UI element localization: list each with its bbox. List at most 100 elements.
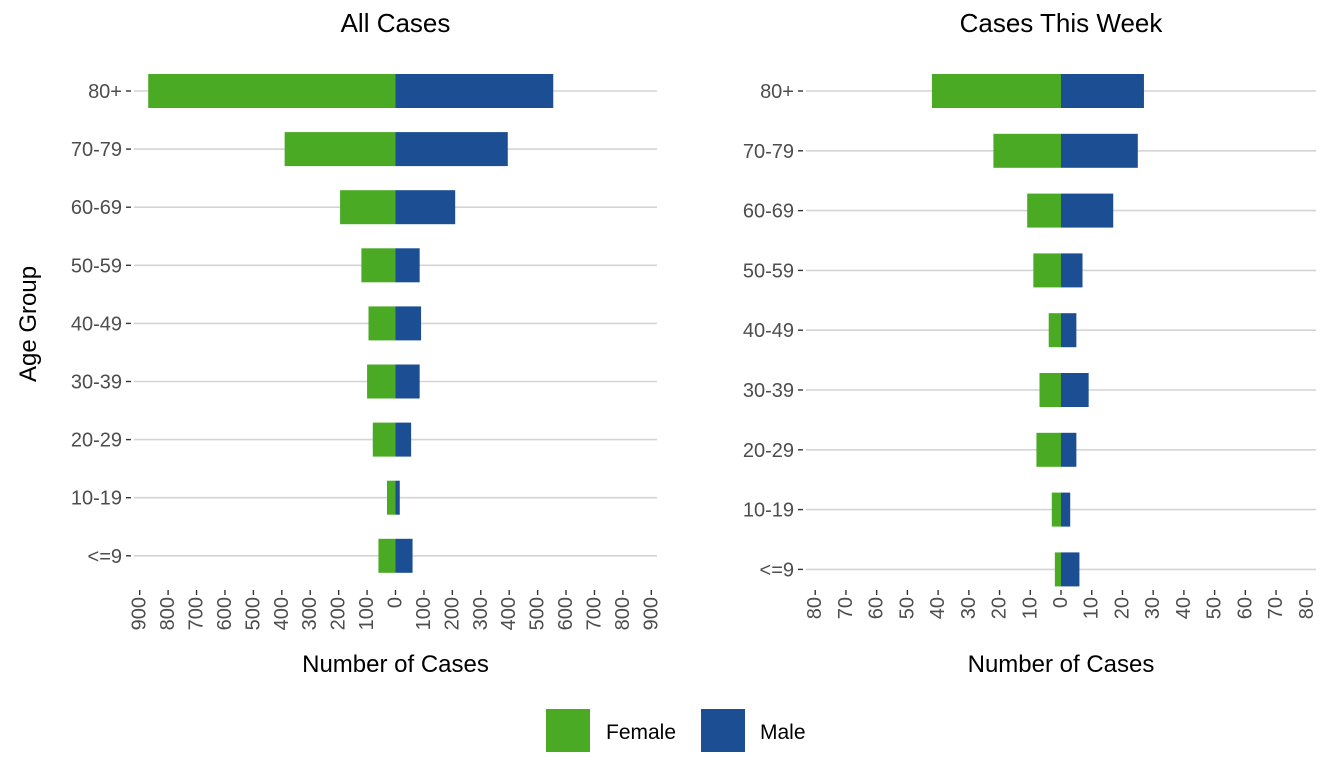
- bar-male-60-69: [395, 190, 456, 225]
- chart-panels: All Cases 80+ 70-79 60-69 50-59 40-49 30-39 20-…: [71, 8, 1318, 678]
- x-tick-label: 100: [413, 597, 435, 630]
- x-tick-label: 30: [958, 597, 980, 619]
- x-tick-label: 10: [1019, 597, 1041, 619]
- age-label-80plus: 80+: [760, 81, 794, 103]
- legend: Female Male: [546, 709, 806, 752]
- legend-swatch-male: [701, 709, 745, 752]
- x-axis-title: Number of Cases: [968, 651, 1155, 678]
- x-tick-label: 80: [804, 597, 826, 619]
- bar-female-le9: [378, 538, 396, 573]
- age-label-70-79: 70-79: [71, 139, 122, 161]
- x-tick-label: 700: [583, 597, 605, 630]
- x-tick-label: 800: [157, 597, 179, 630]
- bar-male-20-29: [1061, 432, 1077, 467]
- x-tick-label: 500: [242, 597, 264, 630]
- x-tick-label: 50: [896, 597, 918, 619]
- x-tick-label: 70: [835, 597, 857, 619]
- bar-male-70-79: [1061, 133, 1138, 168]
- bar-female-10-19: [1051, 492, 1061, 527]
- y-axis-title: Age Group: [15, 266, 42, 382]
- x-tick-label: 100: [356, 597, 378, 630]
- bar-female-10-19: [386, 480, 396, 515]
- age-label-le9: <=9: [88, 546, 122, 568]
- age-label-40-49: 40-49: [71, 313, 122, 335]
- bar-female-70-79: [284, 132, 396, 167]
- bar-male-30-39: [1061, 373, 1089, 407]
- x-tick-label: 500: [527, 597, 549, 630]
- bar-female-le9: [1054, 552, 1061, 587]
- bar-female-80plus: [148, 74, 396, 108]
- bar-male-80plus: [1061, 74, 1144, 108]
- bar-male-le9: [1061, 552, 1080, 587]
- legend-label-female: Female: [606, 721, 676, 744]
- x-tick-label: 60: [1234, 597, 1256, 619]
- chart-panel-1: All Cases 80+ 70-79 60-69 50-59 40-49 30-39 20-…: [71, 8, 662, 678]
- bar-male-40-49: [395, 306, 422, 341]
- x-tick-label: 0: [385, 597, 407, 608]
- age-label-60-69: 60-69: [743, 201, 794, 223]
- bar-male-le9: [395, 538, 413, 573]
- chart-panel-2: Cases This Week 80+ 70-79 60-69 50-59 40-49 30…: [743, 8, 1318, 678]
- x-tick-label: 40: [927, 597, 949, 619]
- x-tick-label: 80: [1296, 597, 1318, 619]
- age-label-60-69: 60-69: [71, 197, 122, 219]
- x-tick-label: 300: [299, 597, 321, 630]
- panel-title: All Cases: [341, 8, 451, 38]
- bar-male-60-69: [1061, 193, 1114, 228]
- bar-female-40-49: [368, 306, 396, 341]
- age-label-le9: <=9: [760, 559, 794, 581]
- x-tick-label: 20: [1111, 597, 1133, 619]
- x-tick-label: 40: [1173, 597, 1195, 619]
- age-label-30-39: 30-39: [743, 380, 794, 402]
- x-tick-label: 200: [328, 597, 350, 630]
- age-label-10-19: 10-19: [71, 488, 122, 510]
- x-tick-label: 200: [441, 597, 463, 630]
- bar-male-10-19: [395, 480, 400, 515]
- age-label-40-49: 40-49: [743, 320, 794, 342]
- x-tick-label: 900: [129, 597, 151, 630]
- bar-female-40-49: [1048, 313, 1061, 348]
- age-label-50-59: 50-59: [743, 260, 794, 282]
- x-axis-title: Number of Cases: [302, 651, 489, 678]
- x-tick-label: 0: [1050, 597, 1072, 608]
- bar-male-50-59: [395, 248, 420, 283]
- x-tick-label: 600: [555, 597, 577, 630]
- age-label-30-39: 30-39: [71, 372, 122, 394]
- bar-female-70-79: [993, 133, 1061, 168]
- bar-male-10-19: [1061, 492, 1071, 527]
- x-tick-label: 600: [214, 597, 236, 630]
- bar-female-80plus: [931, 74, 1061, 108]
- bar-female-50-59: [361, 248, 396, 283]
- x-tick-label: 700: [186, 597, 208, 630]
- age-label-50-59: 50-59: [71, 255, 122, 277]
- bar-female-60-69: [1027, 193, 1061, 228]
- age-label-10-19: 10-19: [743, 500, 794, 522]
- age-label-20-29: 20-29: [71, 430, 122, 452]
- bar-female-30-39: [1039, 373, 1061, 407]
- bar-female-20-29: [1036, 432, 1061, 467]
- bar-male-70-79: [395, 132, 508, 167]
- bar-male-50-59: [1061, 253, 1083, 288]
- x-tick-label: 300: [470, 597, 492, 630]
- bar-female-60-69: [340, 190, 396, 225]
- x-tick-label: 800: [612, 597, 634, 630]
- x-tick-label: 400: [498, 597, 520, 630]
- legend-swatch-female: [546, 709, 590, 752]
- bar-female-50-59: [1033, 253, 1061, 288]
- bar-female-20-29: [372, 422, 396, 457]
- age-label-20-29: 20-29: [743, 440, 794, 462]
- bar-male-80plus: [395, 74, 554, 108]
- bar-male-30-39: [395, 364, 420, 399]
- x-tick-label: 900: [640, 597, 662, 630]
- x-tick-label: 400: [271, 597, 293, 630]
- bar-male-40-49: [1061, 313, 1077, 348]
- bar-male-20-29: [395, 422, 412, 457]
- x-tick-label: 60: [866, 597, 888, 619]
- x-tick-label: 30: [1142, 597, 1164, 619]
- x-tick-label: 50: [1204, 597, 1226, 619]
- x-tick-label: 10: [1081, 597, 1103, 619]
- panel-title: Cases This Week: [960, 8, 1164, 38]
- age-label-80plus: 80+: [88, 81, 122, 103]
